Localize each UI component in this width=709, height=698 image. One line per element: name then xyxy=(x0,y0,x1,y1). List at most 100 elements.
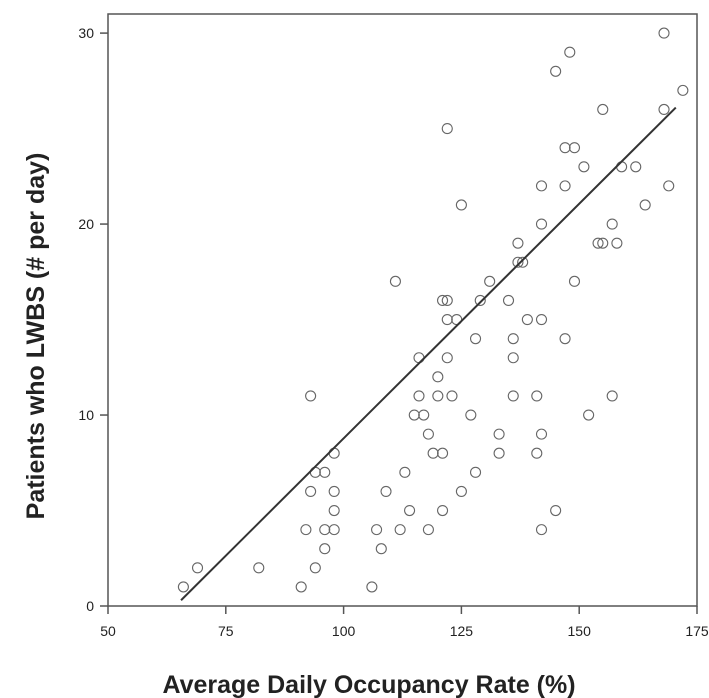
x-tick-label: 75 xyxy=(218,623,234,639)
data-point xyxy=(441,123,453,135)
data-point xyxy=(512,237,524,249)
data-point xyxy=(441,352,453,364)
x-tick-label: 50 xyxy=(100,623,116,639)
data-point xyxy=(507,352,519,364)
data-point xyxy=(432,390,444,402)
data-point xyxy=(559,142,571,154)
data-point xyxy=(469,333,482,345)
data-point xyxy=(677,84,689,96)
data-point xyxy=(465,409,477,421)
data-point xyxy=(616,161,628,173)
data-point xyxy=(507,390,519,402)
data-point xyxy=(521,313,533,326)
data-point xyxy=(550,65,562,77)
data-point xyxy=(389,275,401,287)
data-point xyxy=(535,218,548,230)
data-point xyxy=(404,504,416,517)
data-point xyxy=(380,485,392,497)
data-point xyxy=(493,447,505,459)
data-point xyxy=(300,524,312,536)
y-axis-ticks: 0 10 20 30 xyxy=(78,25,108,614)
data-point xyxy=(366,581,378,593)
y-tick-label: 20 xyxy=(78,216,94,232)
data-point xyxy=(446,390,458,402)
data-point xyxy=(493,428,505,440)
y-tick-label: 10 xyxy=(78,407,94,423)
x-tick-label: 100 xyxy=(332,623,356,639)
x-tick-label: 125 xyxy=(450,623,474,639)
data-point xyxy=(309,562,321,574)
y-axis-title: Patients who LWBS (# per day) xyxy=(22,153,50,520)
y-tick-label: 0 xyxy=(86,598,94,614)
x-axis-title: Average Daily Occupancy Rate (%) xyxy=(162,671,575,698)
data-point xyxy=(658,103,670,116)
x-axis-ticks: 50 75 100 125 150 175 xyxy=(100,606,709,639)
y-tick-label: 30 xyxy=(78,25,94,41)
data-point xyxy=(484,275,496,287)
data-point xyxy=(375,543,387,555)
data-point xyxy=(422,524,434,536)
x-tick-label: 175 xyxy=(685,623,709,639)
data-point xyxy=(568,142,581,154)
data-point xyxy=(550,504,562,517)
data-point xyxy=(191,562,204,574)
data-point xyxy=(432,371,444,383)
data-point xyxy=(639,199,651,211)
data-point xyxy=(319,466,331,478)
data-point xyxy=(319,543,331,555)
data-point xyxy=(535,313,548,326)
data-points xyxy=(177,27,689,593)
data-point xyxy=(474,294,486,307)
data-point xyxy=(441,313,453,326)
data-point xyxy=(305,390,317,402)
data-point xyxy=(469,466,482,478)
plot-area xyxy=(107,13,698,607)
data-point xyxy=(531,390,543,402)
data-point xyxy=(427,447,439,459)
data-point xyxy=(606,218,618,230)
data-point xyxy=(455,199,467,211)
data-point xyxy=(658,27,670,39)
data-point xyxy=(328,504,340,517)
data-point xyxy=(253,562,265,574)
data-point xyxy=(394,524,406,536)
data-point xyxy=(441,294,453,307)
data-point xyxy=(413,390,425,402)
data-point xyxy=(328,524,340,536)
data-point xyxy=(559,180,571,192)
data-point xyxy=(455,485,467,497)
data-point xyxy=(597,237,609,249)
data-point xyxy=(583,409,595,421)
data-point xyxy=(578,161,590,173)
data-point xyxy=(663,180,675,192)
data-point xyxy=(408,409,420,421)
data-point xyxy=(597,103,609,116)
data-point xyxy=(371,524,383,536)
data-point xyxy=(507,333,519,345)
data-point xyxy=(177,581,189,593)
data-point xyxy=(418,409,430,421)
data-point xyxy=(319,524,331,536)
data-point xyxy=(512,256,524,268)
data-point xyxy=(611,237,623,249)
data-point xyxy=(502,294,515,307)
data-point xyxy=(399,466,411,478)
data-point xyxy=(630,161,642,173)
data-point xyxy=(328,447,340,459)
data-point xyxy=(517,256,529,268)
data-point xyxy=(564,46,576,58)
data-point xyxy=(592,237,604,249)
data-point xyxy=(535,524,548,536)
data-point xyxy=(568,275,581,287)
regression-line xyxy=(180,106,677,601)
data-point xyxy=(535,180,548,192)
data-point xyxy=(437,504,449,517)
data-point xyxy=(422,428,434,440)
data-point xyxy=(606,390,618,402)
x-tick-label: 150 xyxy=(568,623,592,639)
data-point xyxy=(531,447,543,459)
data-point xyxy=(328,485,340,497)
data-point xyxy=(305,485,317,497)
data-point xyxy=(535,428,548,440)
